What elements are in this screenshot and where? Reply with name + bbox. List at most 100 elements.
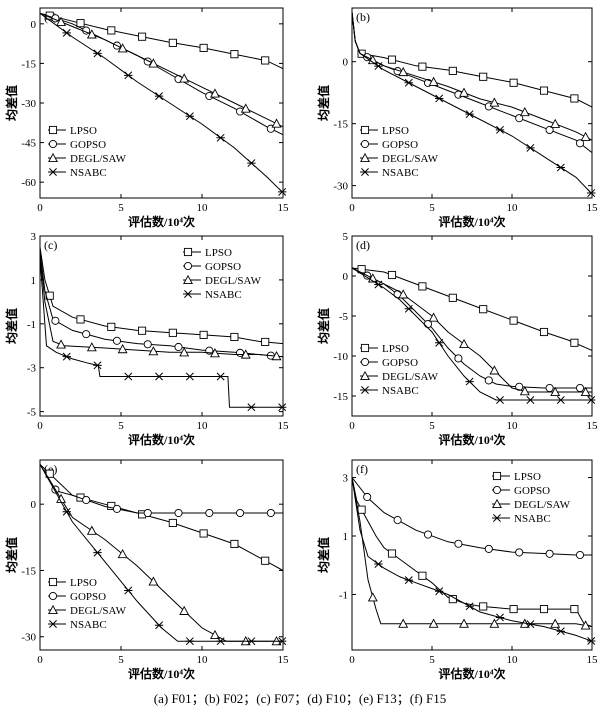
data-point-marker <box>143 508 152 518</box>
legend-label: NSABC <box>514 513 551 525</box>
series-deglsaw <box>39 464 283 646</box>
y-tick-label: -3 <box>27 363 37 375</box>
series-nsabc <box>351 267 596 404</box>
data-point-marker <box>56 16 67 26</box>
legend-marker <box>183 247 193 257</box>
x-tick-label: 10 <box>507 202 519 214</box>
data-point-marker <box>575 139 585 148</box>
data-point-marker <box>199 330 208 339</box>
plot-frame <box>39 459 284 651</box>
x-axis-label: 评估数/10⁴次 <box>128 432 195 447</box>
data-point-marker <box>179 347 190 357</box>
legend-label: DEGL/SAW <box>70 153 127 165</box>
data-point-marker <box>418 571 427 580</box>
x-tick-label: 10 <box>197 202 209 214</box>
legend-marker <box>360 357 370 367</box>
series-deglsaw <box>351 477 593 630</box>
data-point-marker <box>216 372 225 381</box>
x-tick-label: 15 <box>278 420 290 432</box>
legend-marker <box>492 485 502 495</box>
data-point-marker <box>459 87 469 97</box>
chart-panel-1: (a)0510150-15-30-45-60评估数/10⁴次均差值LPSOGOP… <box>4 7 289 229</box>
x-axis-label: 评估数/10⁴次 <box>439 214 506 229</box>
data-point-marker <box>240 103 251 113</box>
data-point-marker <box>398 289 409 299</box>
data-point-marker <box>580 620 591 630</box>
data-point-marker <box>587 189 596 197</box>
data-point-marker <box>435 587 444 596</box>
y-axis-label: 均差值 <box>316 537 331 573</box>
data-point-marker <box>489 618 500 628</box>
data-point-marker <box>82 495 91 505</box>
data-point-marker <box>550 118 561 128</box>
data-point-marker <box>154 92 164 101</box>
data-point-marker <box>539 327 549 337</box>
chart-panel-3: (c) 0 5 10 15 3 1 -1 -3 -5 评估数/10⁴次 均差值 LPSO GOPSO DEG… <box>4 231 289 447</box>
data-point-marker <box>489 97 500 107</box>
data-point-marker <box>357 505 366 514</box>
y-axis-label: 均差值 <box>316 85 331 121</box>
data-point-marker <box>448 293 457 302</box>
series-line <box>351 477 592 556</box>
y-tick-label: -45 <box>21 138 36 150</box>
data-point-marker <box>575 550 585 560</box>
x-tick-label: 0 <box>349 202 355 214</box>
data-point-marker <box>168 518 177 528</box>
legend-marker <box>48 620 58 628</box>
data-point-marker <box>465 602 474 611</box>
y-tick-label: -5 <box>27 407 37 419</box>
x-tick-label: 15 <box>278 654 290 666</box>
chart-panel-2: (b) 0 5 10 15 0 -15 -30 评估数/10⁴次 均差值 LPSO GOPSO DEGL… <box>316 7 598 229</box>
data-point-marker <box>174 508 183 518</box>
y-tick-label: 0 <box>31 499 37 511</box>
legend-label: GOPSO <box>70 591 106 603</box>
data-point-marker <box>261 56 270 65</box>
panel-label: (b) <box>356 10 370 24</box>
data-point-marker <box>570 338 579 347</box>
legend-marker <box>492 514 502 522</box>
data-point-marker <box>459 618 469 628</box>
data-point-marker <box>62 507 71 516</box>
y-tick-label: 0 <box>31 19 37 31</box>
data-point-marker <box>76 19 85 28</box>
legend-marker <box>48 577 58 587</box>
series-lpso <box>351 477 593 628</box>
x-tick-label: 5 <box>429 202 435 214</box>
data-point-marker <box>484 544 493 553</box>
data-point-marker <box>545 125 554 135</box>
data-point-marker <box>76 315 85 324</box>
data-point-marker <box>205 508 214 518</box>
data-point-marker <box>515 382 524 391</box>
data-point-marker <box>185 112 195 121</box>
data-point-marker <box>148 58 159 68</box>
data-point-marker <box>174 342 183 352</box>
data-point-marker <box>363 492 372 502</box>
data-point-marker <box>519 386 530 396</box>
data-point-marker <box>404 576 413 585</box>
data-point-marker <box>587 396 596 404</box>
data-point-marker <box>398 618 409 628</box>
panel-label: (f) <box>356 462 368 476</box>
y-tick-label: -30 <box>21 98 36 110</box>
x-tick-label: 15 <box>587 654 599 666</box>
series-gopso <box>351 267 592 393</box>
data-point-marker <box>495 125 505 134</box>
series-line <box>351 12 593 195</box>
data-point-marker <box>465 377 474 386</box>
legend-label: NSABC <box>382 385 419 397</box>
data-point-marker <box>374 280 383 289</box>
x-tick-label: 10 <box>507 420 519 432</box>
y-axis-label: 均差值 <box>4 537 19 573</box>
y-tick-label: -30 <box>21 632 36 644</box>
data-point-marker <box>479 602 488 611</box>
data-point-marker <box>454 539 463 548</box>
legend-label: GOPSO <box>205 261 241 273</box>
data-point-marker <box>266 508 275 518</box>
data-point-marker <box>148 576 159 586</box>
data-point-marker <box>479 72 488 81</box>
y-tick-label: 3 <box>31 231 37 243</box>
x-tick-label: 10 <box>507 654 519 666</box>
legend-marker <box>360 386 370 394</box>
series-deglsaw <box>351 12 593 141</box>
legend-label: LPSO <box>514 471 541 483</box>
